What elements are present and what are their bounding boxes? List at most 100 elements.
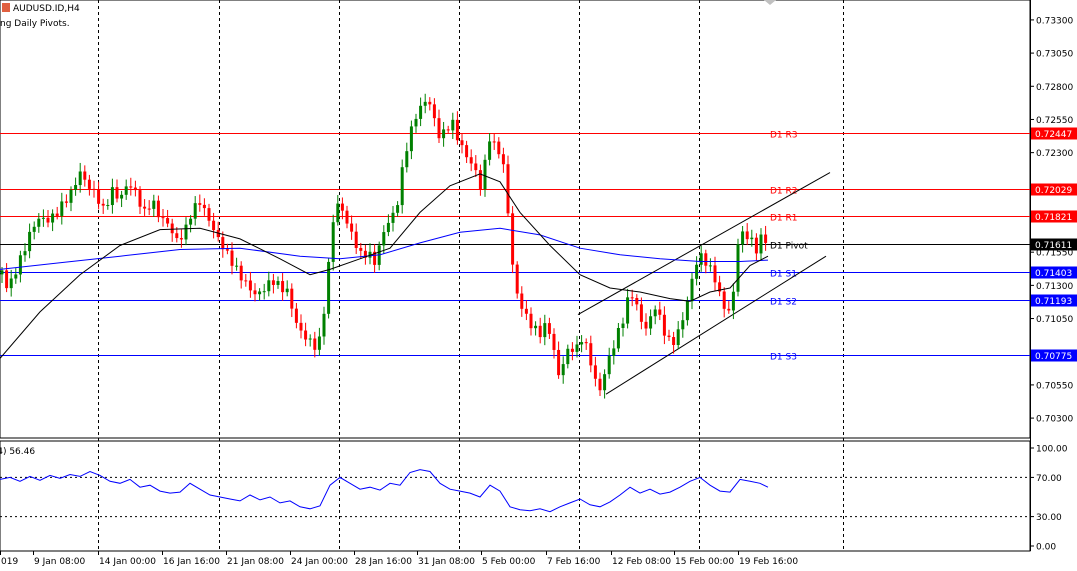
candle-body [258,291,262,295]
chart-header: AUDUSD.ID,H4 ng Daily Pivots. (14) 56.46 [0,3,80,457]
candle-body [124,186,128,195]
candle-body [538,325,542,338]
candle-body [653,309,657,317]
candle-body [731,291,735,311]
candle-body [722,291,726,309]
x-tick-label: 12 Feb 08:00 [612,557,671,567]
candle-body [465,145,469,158]
candle-body [515,264,519,294]
candle-body [285,288,289,293]
candle-body [474,163,478,171]
candle-body [340,203,344,211]
candlesticks [0,93,768,399]
candle-body [281,281,285,293]
candle-body [23,251,27,256]
candle-body [561,364,565,376]
x-tick-label: 5 Feb 00:00 [482,557,536,567]
y-tick-label: 0.73300 [1036,16,1073,26]
candle-body [552,333,556,350]
price-tag [1031,183,1077,196]
candle-body [497,141,501,155]
price-tag-text: 0.71403 [1035,269,1072,279]
candle-body [437,118,441,139]
candle-body [547,323,551,334]
trend-channel [577,172,831,395]
candle-body [584,342,588,344]
x-tick-label: 19 Feb 16:00 [739,557,798,567]
pivot-label: D1 S1 [770,270,797,280]
candle-body [658,309,662,315]
candle-body [202,204,206,209]
candle-body [635,297,639,305]
candle-body [727,308,731,311]
pivot-label: D1 S2 [770,298,797,308]
candle-body [428,101,432,105]
candle-body [18,255,22,275]
candle-body [557,349,561,376]
y-tick-label: 0.72300 [1036,149,1073,159]
candle-body [566,348,570,365]
candle-body [331,222,335,262]
candle-body [488,141,492,160]
price-tag [1031,210,1077,223]
price-tag-text: 0.72447 [1035,130,1072,140]
candle-body [603,374,607,391]
candle-body [60,201,64,216]
candle-body [685,301,689,321]
candle-body [391,212,395,223]
candle-body [28,231,32,252]
candle-body [699,253,703,265]
candle-body [120,194,124,199]
pivot-label: D1 R3 [770,131,798,141]
candle-body [170,223,174,234]
scroll-marker-icon[interactable] [764,0,776,5]
candle-body [405,151,409,168]
candle-body [649,316,653,329]
candle-body [9,278,13,289]
candle-body [253,290,257,295]
channel-line [577,172,831,315]
candle-body [414,118,418,127]
candle-body [736,244,740,292]
candle-body [46,217,50,223]
candle-body [5,270,9,289]
x-tick-label: 21 Jan 08:00 [227,557,284,567]
candle-body [276,281,280,285]
candle-body [152,200,156,209]
x-tick-label: 31 Jan 08:00 [418,557,475,567]
candle-body [304,330,308,340]
vertical-grid [98,0,844,551]
candle-body [138,190,142,207]
price-tag-text: 0.71611 [1035,241,1072,251]
y-tick-label: 0.71550 [1036,249,1073,259]
candle-body [704,253,708,266]
y-tick-label: 0.70300 [1036,415,1073,425]
candle-body [690,278,694,302]
candle-body [359,247,363,251]
candle-body [681,320,685,330]
candle-body [322,313,326,337]
candle-body [483,159,487,190]
candle-body [501,154,505,165]
candle-body [419,105,423,119]
x-tick-label: 019 [1,557,18,567]
candle-body [106,205,110,207]
candle-body [607,355,611,375]
x-tick-label: 14 Jan 00:00 [99,557,156,567]
y-tick-label: 0.72800 [1036,83,1073,93]
pivot-label: D1 R2 [770,187,798,197]
candle-body [534,325,538,329]
candle-body [129,186,133,188]
candle-body [396,205,400,213]
candle-body [166,218,170,224]
candle-body [575,344,579,352]
rsi-label: (14) 56.46 [0,447,35,457]
candle-body [598,378,602,391]
price-tag-text: 0.71821 [1035,213,1072,223]
candle-body [248,280,252,291]
rsi-tick-label: 0.00 [1036,543,1056,553]
price-tag [1031,238,1077,251]
y-tick-label: 0.71300 [1036,282,1073,292]
x-tick-label: 28 Jan 16:00 [355,557,412,567]
